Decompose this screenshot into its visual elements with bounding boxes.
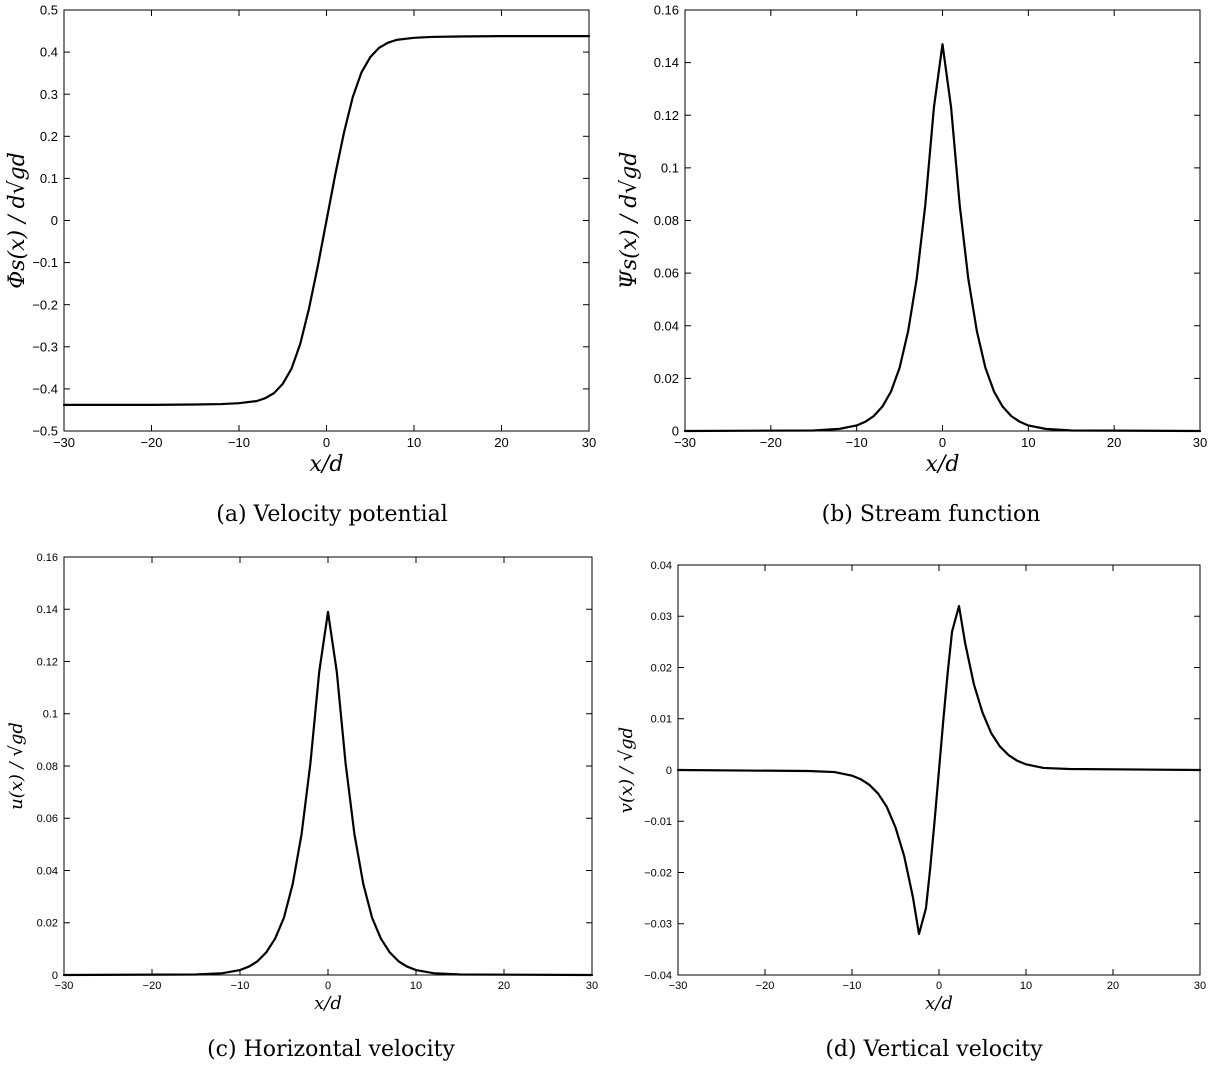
y-tick-label: 0.1 — [661, 160, 679, 175]
plot-frame — [63, 556, 593, 976]
y-tick-label: 0.02 — [37, 918, 58, 930]
x-tick-label: 0 — [936, 980, 942, 992]
x-axis-label: x/d — [925, 993, 953, 1014]
y-axis-label: v(x) / √gd — [616, 727, 637, 813]
y-tick-label: −0.5 — [32, 424, 58, 439]
x-tick-label: 30 — [1194, 980, 1206, 992]
x-tick-label: −30 — [669, 980, 688, 992]
x-tick-label: 10 — [410, 980, 422, 992]
x-tick-label: −20 — [756, 980, 775, 992]
y-tick-label: 0.01 — [651, 714, 672, 726]
x-tick-label: 0 — [939, 435, 946, 450]
y-tick-label: 0.16 — [37, 552, 58, 564]
x-tick-label: 30 — [1193, 435, 1207, 450]
y-tick-label: 0.02 — [654, 371, 679, 386]
chart-panel-0: −30 −20 −10 0 10 20 30 −0.5 −0.4 −0.3 −0.2 −0.1 0 0.1… — [5, 3, 596, 477]
y-tick-label: 0.04 — [654, 318, 679, 333]
y-tick-label: 0.03 — [651, 611, 672, 623]
y-tick-label: 0 — [51, 213, 58, 228]
x-tick-label: 20 — [494, 435, 508, 450]
y-tick-label: 0.14 — [37, 604, 58, 616]
x-tick-label: 10 — [1020, 980, 1032, 992]
y-tick-label: 0.1 — [40, 171, 58, 186]
y-tick-label: −0.02 — [644, 867, 672, 879]
plot-frame — [684, 9, 1201, 432]
y-tick-label: 0.16 — [654, 3, 679, 18]
y-axis-label: Ψs(x) / d√gd — [617, 152, 642, 290]
x-tick-label: −10 — [846, 435, 868, 450]
caption-d: (d) Vertical velocity — [825, 1037, 1043, 1062]
y-tick-label: −0.04 — [644, 970, 672, 982]
x-axis-label: x/d — [926, 452, 960, 477]
x-tick-label: −30 — [55, 980, 74, 992]
y-tick-label: 0.1 — [43, 709, 58, 721]
chart-panel-1: −30 −20 −10 0 10 20 30 0 0.02 0.04 0.06 0.08 0.1 0.12… — [617, 3, 1207, 477]
x-tick-label: 0 — [325, 980, 331, 992]
y-tick-label: −0.3 — [32, 339, 58, 354]
y-tick-label: 0.06 — [654, 266, 679, 281]
x-tick-label: −20 — [760, 435, 782, 450]
y-tick-label: −0.03 — [644, 919, 672, 931]
x-tick-label: 10 — [1021, 435, 1035, 450]
y-axis-label: u(x) / √gd — [6, 722, 27, 810]
y-tick-label: 0 — [672, 424, 679, 439]
x-tick-label: 0 — [323, 435, 330, 450]
x-tick-label: 20 — [498, 980, 510, 992]
x-tick-label: −10 — [231, 980, 250, 992]
x-tick-label: 20 — [1107, 435, 1121, 450]
x-tick-label: −10 — [228, 435, 250, 450]
y-tick-label: 0.5 — [40, 3, 58, 18]
x-tick-label: 30 — [586, 980, 598, 992]
y-tick-label: 0 — [52, 970, 58, 982]
chart-panel-3: −30 −20 −10 0 10 20 30 −0.04 −0.03 −0.02 −0.01 0 0.0… — [616, 560, 1206, 1014]
y-tick-label: 0.06 — [37, 813, 58, 825]
y-tick-label: 0.2 — [40, 129, 58, 144]
y-tick-label: 0.4 — [40, 45, 58, 60]
y-tick-label: −0.4 — [32, 381, 58, 396]
x-tick-label: 20 — [1107, 980, 1119, 992]
caption-c: (c) Horizontal velocity — [207, 1037, 455, 1062]
y-tick-label: 0.12 — [654, 108, 679, 123]
series-line — [683, 43, 1202, 433]
caption-b: (b) Stream function — [821, 502, 1041, 527]
x-axis-label: x/d — [314, 993, 342, 1014]
y-tick-label: 0.04 — [651, 560, 672, 572]
x-tick-label: 30 — [582, 435, 596, 450]
series-line — [62, 35, 591, 406]
x-tick-label: −20 — [140, 435, 162, 450]
y-tick-label: −0.2 — [32, 297, 58, 312]
series-line — [676, 604, 1202, 936]
x-tick-label: 10 — [407, 435, 421, 450]
x-tick-label: −30 — [53, 435, 75, 450]
y-tick-label: −0.1 — [32, 255, 58, 270]
y-tick-label: 0.3 — [40, 87, 58, 102]
chart-panel-2: −30 −20 −10 0 10 20 30 0 0.02 0.04 0.06 0.08 0.1 0.12… — [6, 552, 598, 1014]
x-tick-label: −30 — [674, 435, 696, 450]
y-tick-label: 0.04 — [37, 865, 58, 877]
series-line — [62, 610, 594, 977]
y-tick-label: 0.02 — [651, 662, 672, 674]
x-axis-label: x/d — [310, 452, 344, 477]
y-tick-label: 0.12 — [37, 656, 58, 668]
caption-a: (a) Velocity potential — [216, 502, 448, 527]
y-tick-label: 0.14 — [654, 55, 679, 70]
x-tick-label: −10 — [843, 980, 862, 992]
x-tick-label: −20 — [143, 980, 162, 992]
y-tick-label: 0.08 — [37, 761, 58, 773]
y-tick-label: 0.08 — [654, 213, 679, 228]
y-tick-label: −0.01 — [644, 816, 672, 828]
y-tick-label: 0 — [666, 765, 672, 777]
y-axis-label: Φs(x) / d√gd — [5, 152, 30, 289]
